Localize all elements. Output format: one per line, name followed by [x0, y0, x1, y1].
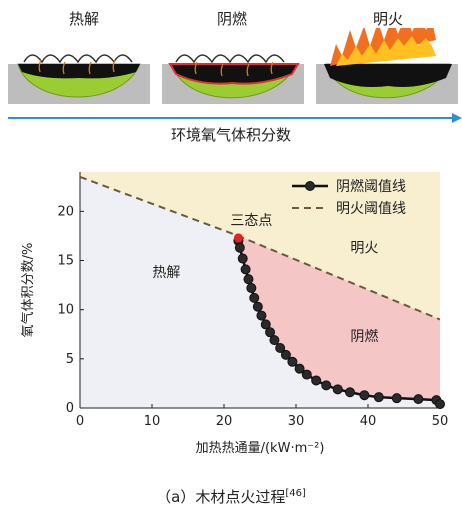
- pyrolysis-illustration: [8, 54, 150, 104]
- region-label-smoldering: 阴燃: [350, 328, 378, 345]
- legend-smoldering-label: 阴燃阈值线: [336, 178, 406, 195]
- x-tick-label: 0: [76, 414, 84, 429]
- smoldering-point: [246, 283, 257, 294]
- x-tick-label: 10: [144, 414, 161, 429]
- smoldering-point: [359, 390, 370, 401]
- smoldering-point: [301, 369, 312, 380]
- smoldering-point: [234, 242, 245, 253]
- x-tick-label: 50: [432, 414, 449, 429]
- smoldering-point: [280, 349, 291, 360]
- smoldering-point: [413, 394, 424, 405]
- x-tick-label: 20: [216, 414, 233, 429]
- x-tick-label: 40: [360, 414, 377, 429]
- y-tick-label: 10: [57, 303, 74, 318]
- figure-caption: （a）木材点火过程[46]: [0, 486, 462, 507]
- oxygen-arrow: [8, 113, 462, 123]
- smoldering-point: [294, 363, 305, 374]
- panel-pyrolysis-label: 热解: [68, 10, 99, 28]
- oxygen-arrow-label: 环境氧气体积分数: [170, 126, 291, 144]
- smoldering-point: [237, 253, 248, 264]
- x-tick-label: 30: [288, 414, 305, 429]
- smoldering-point: [435, 399, 445, 410]
- smoldering-point: [287, 356, 298, 367]
- region-label-flaming: 明火: [350, 241, 378, 257]
- smoldering-point: [373, 392, 384, 403]
- smoldering-point: [269, 335, 280, 346]
- smoldering-point: [391, 393, 402, 404]
- smoldering-point: [249, 292, 260, 303]
- smoldering-point: [311, 375, 322, 386]
- region-label-pyrolysis: 热解: [152, 265, 180, 281]
- y-tick-label: 0: [66, 401, 74, 416]
- y-axis-label: 氧气体积分数/%: [20, 243, 36, 338]
- smoldering-point: [252, 301, 263, 312]
- panel-smoldering-label: 阴燃: [216, 10, 247, 28]
- smoldering-point: [256, 310, 267, 321]
- smoldering-point: [345, 387, 355, 398]
- caption-ref: [46]: [285, 488, 306, 499]
- region-smoldering: [238, 235, 440, 405]
- flaming-illustration: [316, 28, 458, 104]
- smoldering-point: [260, 319, 271, 330]
- y-tick-label: 20: [57, 204, 74, 219]
- triple-point-marker: [233, 233, 243, 243]
- legend-smoldering-marker: [305, 181, 315, 191]
- panel-flaming-label: 明火: [372, 10, 403, 28]
- caption-text: （a）木材点火过程: [156, 488, 286, 506]
- smoldering-point: [275, 343, 286, 354]
- smoldering-point: [332, 384, 343, 395]
- process-illustration: [8, 28, 462, 123]
- smoldering-illustration: [162, 54, 304, 104]
- smoldering-point: [265, 327, 276, 338]
- legend-flaming-label: 明火阈值线: [336, 201, 406, 217]
- smoldering-point: [243, 274, 254, 285]
- triple-point-label: 三态点: [230, 213, 272, 229]
- x-axis-label: 加热热通量/(kW·m⁻²): [196, 441, 325, 456]
- smoldering-point: [240, 264, 251, 275]
- y-tick-label: 5: [66, 352, 74, 367]
- region-flaming: [80, 172, 440, 320]
- smoldering-point: [321, 380, 332, 391]
- y-tick-label: 15: [57, 254, 74, 269]
- threshold-chart: 0 10 20 30 40 50 0 5 10 15 20 加热热通量/(kW·m⁻²) 氧气体积分数/…: [20, 172, 449, 456]
